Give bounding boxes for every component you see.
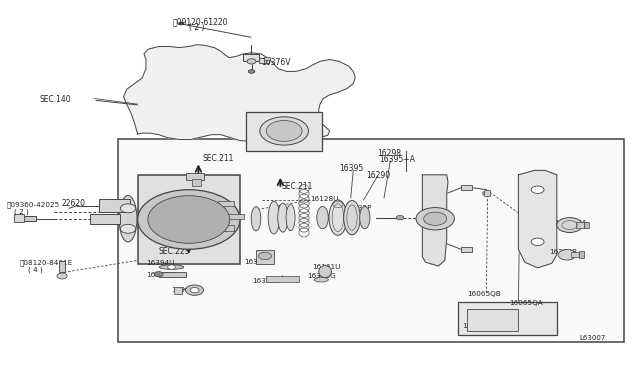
Circle shape bbox=[120, 204, 136, 213]
Text: ( 2 ): ( 2 ) bbox=[189, 23, 204, 32]
Circle shape bbox=[179, 22, 184, 25]
Circle shape bbox=[416, 208, 454, 230]
Bar bbox=[576, 222, 584, 228]
Text: SEC.140: SEC.140 bbox=[40, 95, 71, 104]
Circle shape bbox=[483, 191, 490, 196]
Circle shape bbox=[557, 218, 582, 232]
Bar bbox=[246, 112, 322, 151]
Text: SEC.211: SEC.211 bbox=[282, 182, 313, 191]
Ellipse shape bbox=[268, 201, 280, 234]
Text: 16298: 16298 bbox=[378, 149, 402, 158]
Text: 16065QB: 16065QB bbox=[467, 291, 501, 297]
Circle shape bbox=[260, 117, 308, 145]
Bar bbox=[90, 214, 120, 224]
Ellipse shape bbox=[159, 265, 184, 269]
Circle shape bbox=[57, 273, 67, 279]
Text: Ⓢ09360-42025: Ⓢ09360-42025 bbox=[6, 201, 60, 208]
Bar bbox=[174, 287, 182, 294]
Bar bbox=[259, 58, 269, 63]
Text: 16394U: 16394U bbox=[146, 260, 174, 266]
Circle shape bbox=[396, 215, 404, 220]
Bar bbox=[59, 261, 65, 272]
Bar bbox=[14, 214, 24, 222]
Bar bbox=[218, 225, 234, 231]
Ellipse shape bbox=[251, 207, 261, 231]
Bar bbox=[571, 252, 579, 257]
Circle shape bbox=[247, 59, 256, 64]
Polygon shape bbox=[422, 175, 448, 266]
Bar bbox=[484, 190, 490, 196]
Bar bbox=[22, 216, 36, 221]
Text: 16132P: 16132P bbox=[344, 205, 372, 211]
Ellipse shape bbox=[329, 200, 347, 235]
Text: 16395G: 16395G bbox=[307, 273, 336, 279]
Text: 16065Q: 16065Q bbox=[172, 287, 200, 293]
Ellipse shape bbox=[317, 206, 328, 229]
Bar bbox=[458, 302, 557, 335]
Bar bbox=[256, 250, 274, 264]
Ellipse shape bbox=[278, 203, 288, 232]
Text: ( 2 ): ( 2 ) bbox=[14, 208, 29, 215]
Bar bbox=[99, 199, 130, 212]
Circle shape bbox=[558, 250, 576, 260]
Text: 22620: 22620 bbox=[61, 199, 86, 208]
Bar bbox=[584, 222, 589, 228]
Text: L63007: L63007 bbox=[579, 335, 605, 341]
Polygon shape bbox=[518, 170, 557, 268]
Text: 16152EA: 16152EA bbox=[554, 220, 587, 226]
Bar bbox=[579, 251, 584, 258]
Bar bbox=[218, 201, 234, 206]
Circle shape bbox=[259, 252, 271, 260]
Circle shape bbox=[148, 196, 230, 243]
Bar bbox=[461, 247, 472, 252]
Circle shape bbox=[531, 186, 544, 193]
Text: 16182N: 16182N bbox=[462, 323, 491, 328]
Text: 16161U: 16161U bbox=[312, 264, 340, 270]
Bar bbox=[243, 54, 259, 61]
Bar bbox=[186, 173, 204, 180]
Text: 16290: 16290 bbox=[366, 171, 390, 180]
Text: SEC.211: SEC.211 bbox=[202, 154, 234, 163]
Text: 16065QA: 16065QA bbox=[509, 300, 543, 306]
Ellipse shape bbox=[119, 195, 137, 242]
Circle shape bbox=[186, 285, 204, 295]
Bar bbox=[467, 309, 518, 331]
Text: SEC.223: SEC.223 bbox=[159, 247, 190, 256]
Circle shape bbox=[168, 265, 175, 269]
Text: 16391U: 16391U bbox=[252, 278, 280, 284]
Text: 16395+A: 16395+A bbox=[379, 155, 415, 164]
Circle shape bbox=[531, 238, 544, 246]
Text: 16128U: 16128U bbox=[310, 196, 338, 202]
Bar bbox=[192, 179, 201, 186]
Text: 16376V: 16376V bbox=[261, 58, 291, 67]
Ellipse shape bbox=[344, 201, 360, 235]
Bar bbox=[159, 272, 186, 277]
Text: 16395: 16395 bbox=[339, 164, 364, 173]
Circle shape bbox=[248, 70, 255, 73]
Circle shape bbox=[120, 224, 136, 233]
Text: 16378U: 16378U bbox=[244, 259, 273, 265]
Text: ⒲08120-8401E: ⒲08120-8401E bbox=[19, 259, 72, 266]
Ellipse shape bbox=[286, 205, 295, 231]
Polygon shape bbox=[124, 45, 355, 141]
Text: ( 4 ): ( 4 ) bbox=[28, 266, 43, 273]
Ellipse shape bbox=[319, 266, 332, 278]
Ellipse shape bbox=[314, 278, 328, 282]
Text: ⒲09120-61220: ⒲09120-61220 bbox=[173, 17, 228, 26]
Circle shape bbox=[424, 212, 447, 225]
Circle shape bbox=[266, 121, 302, 141]
Bar bbox=[138, 175, 240, 264]
Bar bbox=[266, 276, 299, 282]
Text: 16294B: 16294B bbox=[549, 249, 577, 255]
Bar bbox=[461, 185, 472, 190]
Circle shape bbox=[138, 190, 240, 249]
Ellipse shape bbox=[360, 206, 370, 229]
Bar bbox=[228, 214, 244, 219]
Circle shape bbox=[154, 272, 163, 277]
Bar bbox=[264, 57, 270, 60]
Circle shape bbox=[190, 288, 199, 293]
Bar bbox=[118, 139, 624, 342]
Text: 16065D: 16065D bbox=[146, 272, 175, 278]
